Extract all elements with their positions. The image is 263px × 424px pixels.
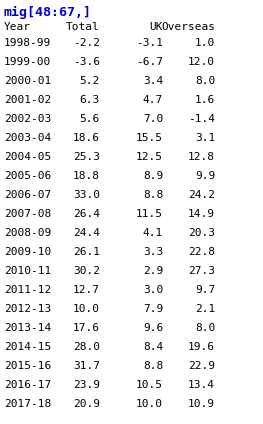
Text: 23.9: 23.9 bbox=[73, 380, 100, 390]
Text: 5.2: 5.2 bbox=[80, 76, 100, 86]
Text: UK: UK bbox=[149, 22, 163, 32]
Text: 9.9: 9.9 bbox=[195, 171, 215, 181]
Text: 3.1: 3.1 bbox=[195, 133, 215, 143]
Text: 3.0: 3.0 bbox=[143, 285, 163, 295]
Text: 12.7: 12.7 bbox=[73, 285, 100, 295]
Text: Overseas: Overseas bbox=[161, 22, 215, 32]
Text: 24.4: 24.4 bbox=[73, 228, 100, 238]
Text: 2014-15: 2014-15 bbox=[4, 342, 51, 352]
Text: 2000-01: 2000-01 bbox=[4, 76, 51, 86]
Text: 2002-03: 2002-03 bbox=[4, 114, 51, 124]
Text: 20.3: 20.3 bbox=[188, 228, 215, 238]
Text: 7.9: 7.9 bbox=[143, 304, 163, 314]
Text: 2003-04: 2003-04 bbox=[4, 133, 51, 143]
Text: 2007-08: 2007-08 bbox=[4, 209, 51, 219]
Text: 2010-11: 2010-11 bbox=[4, 266, 51, 276]
Text: 2016-17: 2016-17 bbox=[4, 380, 51, 390]
Text: 12.0: 12.0 bbox=[188, 57, 215, 67]
Text: 2001-02: 2001-02 bbox=[4, 95, 51, 105]
Text: 11.5: 11.5 bbox=[136, 209, 163, 219]
Text: -2.2: -2.2 bbox=[73, 38, 100, 48]
Text: 31.7: 31.7 bbox=[73, 361, 100, 371]
Text: 1998-99: 1998-99 bbox=[4, 38, 51, 48]
Text: Total: Total bbox=[66, 22, 100, 32]
Text: 25.3: 25.3 bbox=[73, 152, 100, 162]
Text: 18.6: 18.6 bbox=[73, 133, 100, 143]
Text: 10.9: 10.9 bbox=[188, 399, 215, 409]
Text: -3.6: -3.6 bbox=[73, 57, 100, 67]
Text: 24.2: 24.2 bbox=[188, 190, 215, 200]
Text: -1.4: -1.4 bbox=[188, 114, 215, 124]
Text: 8.8: 8.8 bbox=[143, 190, 163, 200]
Text: 2015-16: 2015-16 bbox=[4, 361, 51, 371]
Text: 30.2: 30.2 bbox=[73, 266, 100, 276]
Text: 10.0: 10.0 bbox=[136, 399, 163, 409]
Text: 22.8: 22.8 bbox=[188, 247, 215, 257]
Text: 12.5: 12.5 bbox=[136, 152, 163, 162]
Text: 2.9: 2.9 bbox=[143, 266, 163, 276]
Text: 8.8: 8.8 bbox=[143, 361, 163, 371]
Text: 2005-06: 2005-06 bbox=[4, 171, 51, 181]
Text: 8.0: 8.0 bbox=[195, 76, 215, 86]
Text: 18.8: 18.8 bbox=[73, 171, 100, 181]
Text: 2004-05: 2004-05 bbox=[4, 152, 51, 162]
Text: 3.4: 3.4 bbox=[143, 76, 163, 86]
Text: 8.4: 8.4 bbox=[143, 342, 163, 352]
Text: mig[48:67,]: mig[48:67,] bbox=[4, 6, 92, 19]
Text: 7.0: 7.0 bbox=[143, 114, 163, 124]
Text: 2017-18: 2017-18 bbox=[4, 399, 51, 409]
Text: 2008-09: 2008-09 bbox=[4, 228, 51, 238]
Text: 2013-14: 2013-14 bbox=[4, 323, 51, 333]
Text: 5.6: 5.6 bbox=[80, 114, 100, 124]
Text: 17.6: 17.6 bbox=[73, 323, 100, 333]
Text: 2012-13: 2012-13 bbox=[4, 304, 51, 314]
Text: 10.0: 10.0 bbox=[73, 304, 100, 314]
Text: 4.1: 4.1 bbox=[143, 228, 163, 238]
Text: 33.0: 33.0 bbox=[73, 190, 100, 200]
Text: 13.4: 13.4 bbox=[188, 380, 215, 390]
Text: 1.6: 1.6 bbox=[195, 95, 215, 105]
Text: 6.3: 6.3 bbox=[80, 95, 100, 105]
Text: 26.1: 26.1 bbox=[73, 247, 100, 257]
Text: 3.3: 3.3 bbox=[143, 247, 163, 257]
Text: 19.6: 19.6 bbox=[188, 342, 215, 352]
Text: -3.1: -3.1 bbox=[136, 38, 163, 48]
Text: 22.9: 22.9 bbox=[188, 361, 215, 371]
Text: 10.5: 10.5 bbox=[136, 380, 163, 390]
Text: 2006-07: 2006-07 bbox=[4, 190, 51, 200]
Text: 1999-00: 1999-00 bbox=[4, 57, 51, 67]
Text: 28.0: 28.0 bbox=[73, 342, 100, 352]
Text: -6.7: -6.7 bbox=[136, 57, 163, 67]
Text: 8.0: 8.0 bbox=[195, 323, 215, 333]
Text: 2.1: 2.1 bbox=[195, 304, 215, 314]
Text: 20.9: 20.9 bbox=[73, 399, 100, 409]
Text: 12.8: 12.8 bbox=[188, 152, 215, 162]
Text: 8.9: 8.9 bbox=[143, 171, 163, 181]
Text: 26.4: 26.4 bbox=[73, 209, 100, 219]
Text: Year: Year bbox=[4, 22, 31, 32]
Text: 2009-10: 2009-10 bbox=[4, 247, 51, 257]
Text: 4.7: 4.7 bbox=[143, 95, 163, 105]
Text: 9.7: 9.7 bbox=[195, 285, 215, 295]
Text: 14.9: 14.9 bbox=[188, 209, 215, 219]
Text: 27.3: 27.3 bbox=[188, 266, 215, 276]
Text: 15.5: 15.5 bbox=[136, 133, 163, 143]
Text: 9.6: 9.6 bbox=[143, 323, 163, 333]
Text: 1.0: 1.0 bbox=[195, 38, 215, 48]
Text: 2011-12: 2011-12 bbox=[4, 285, 51, 295]
